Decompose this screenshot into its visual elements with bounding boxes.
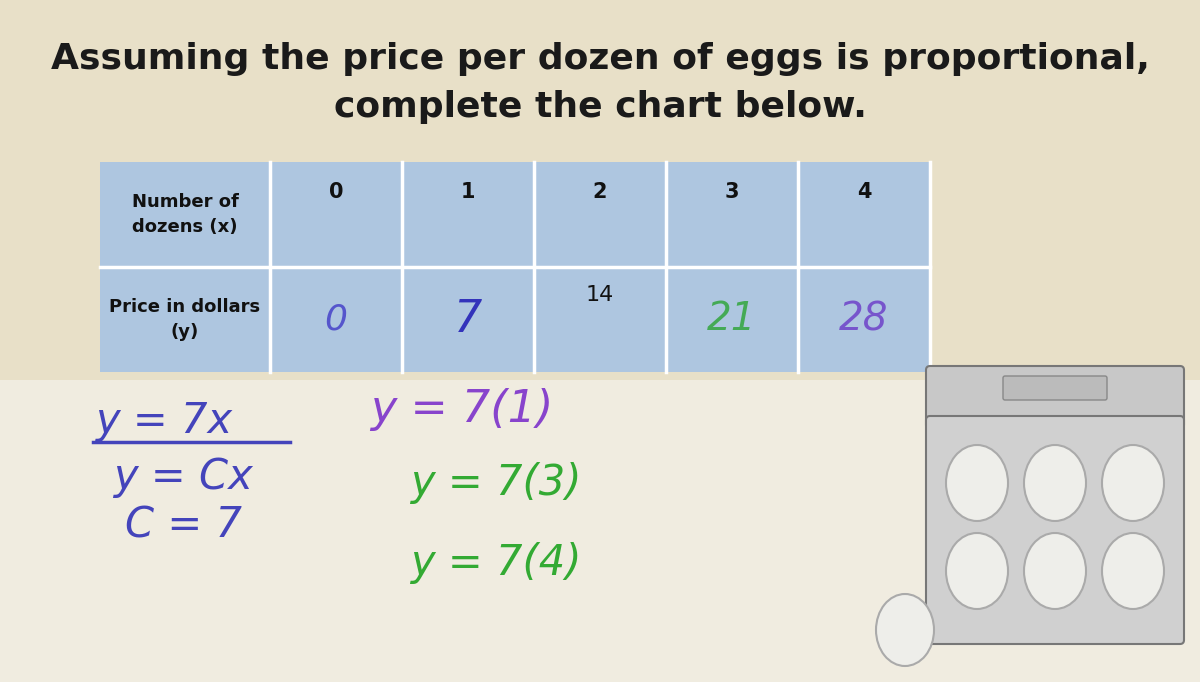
- Bar: [100, 162, 930, 372]
- Text: 2: 2: [593, 182, 607, 202]
- Ellipse shape: [1024, 533, 1086, 609]
- Ellipse shape: [946, 445, 1008, 521]
- FancyBboxPatch shape: [1003, 376, 1108, 400]
- Text: 4: 4: [857, 182, 871, 202]
- Bar: [0, 380, 1200, 682]
- Text: 28: 28: [839, 301, 889, 338]
- Text: 0: 0: [329, 182, 343, 202]
- Text: complete the chart below.: complete the chart below.: [334, 90, 866, 124]
- Ellipse shape: [1102, 533, 1164, 609]
- Text: y = 7x: y = 7x: [95, 400, 232, 442]
- Ellipse shape: [1024, 445, 1086, 521]
- Text: 0: 0: [324, 303, 348, 336]
- Ellipse shape: [1102, 445, 1164, 521]
- Ellipse shape: [946, 533, 1008, 609]
- Ellipse shape: [876, 594, 934, 666]
- Text: 3: 3: [725, 182, 739, 202]
- Text: 21: 21: [707, 301, 757, 338]
- Text: y = Cx: y = Cx: [113, 456, 253, 498]
- Text: y = 7(3): y = 7(3): [410, 462, 582, 504]
- Text: y = 7(1): y = 7(1): [370, 388, 553, 431]
- Text: Assuming the price per dozen of eggs is proportional,: Assuming the price per dozen of eggs is …: [50, 42, 1150, 76]
- Text: Price in dollars
(y): Price in dollars (y): [109, 298, 260, 341]
- Text: 7: 7: [454, 298, 482, 341]
- FancyBboxPatch shape: [926, 416, 1184, 644]
- Text: 1: 1: [461, 182, 475, 202]
- Text: Number of
dozens (x): Number of dozens (x): [132, 193, 239, 236]
- FancyBboxPatch shape: [926, 366, 1184, 429]
- Text: y = 7(4): y = 7(4): [410, 542, 582, 584]
- Text: 14: 14: [586, 285, 614, 305]
- Text: C = 7: C = 7: [125, 504, 242, 546]
